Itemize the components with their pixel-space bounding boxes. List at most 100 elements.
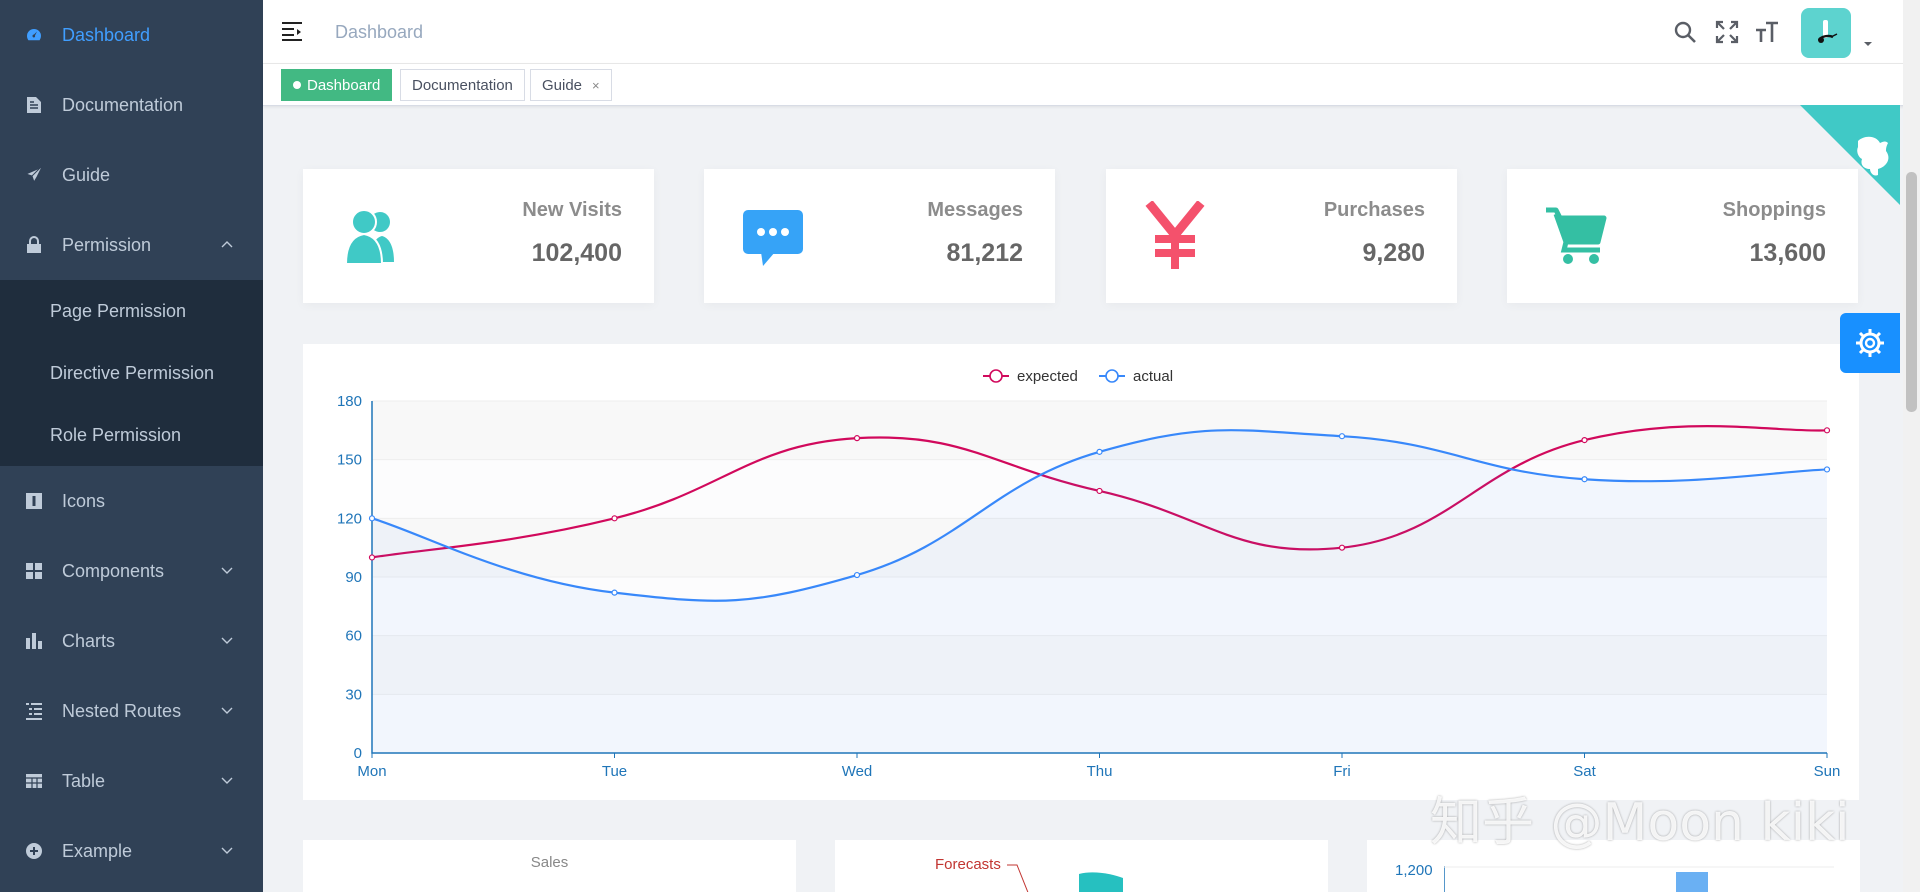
x-tick-label: Sat [1573,763,1596,780]
x-tick-label: Wed [842,763,873,780]
data-point-expected[interactable] [1581,437,1588,444]
caret-down-icon[interactable] [1862,40,1874,48]
sidebar-item-directive-permission[interactable]: Directive Permission [0,342,263,404]
guide-icon [24,165,44,185]
legend-item-expected[interactable]: expected [983,368,1078,385]
data-point-actual[interactable] [1096,448,1103,455]
tag-close-icon[interactable]: × [592,77,600,93]
watermark: 知乎 @Moon kiki [1430,793,1850,853]
y-tick-label: 90 [345,569,362,586]
sidebar-item-label: Components [62,560,165,581]
panel-shoppings[interactable]: Shoppings 13,600 [1507,169,1858,303]
data-point-expected[interactable] [853,435,861,442]
component-icon [24,561,44,581]
panel-title: Shoppings [1722,199,1826,221]
data-point-actual[interactable] [368,515,376,522]
sidebar-item-components[interactable]: Components [0,536,263,606]
lock-icon [24,235,44,255]
tag-guide[interactable]: Guide × [530,69,612,101]
sales-chart-title: Sales [530,854,569,871]
grid-band [372,694,1827,753]
navbar: Dashboard [263,0,1920,64]
data-point-actual[interactable] [611,589,618,596]
sidebar-item-label: Charts [62,630,116,651]
tags-view: Dashboard Documentation Guide × [263,64,1920,106]
forecast-label: Forecasts [935,856,1001,873]
sidebar-item-dashboard[interactable]: Dashboard [0,0,263,70]
chevron-down-icon [221,567,233,574]
fullscreen-icon[interactable] [1715,20,1739,44]
chevron-down-icon [221,777,233,784]
chevron-down-icon [221,847,233,854]
hamburger-icon[interactable] [281,20,303,42]
data-point-expected[interactable] [611,515,618,522]
scrollbar-thumb[interactable] [1906,172,1917,412]
chevron-down-icon [221,637,233,644]
sidebar-item-icons[interactable]: Icons [0,466,263,536]
sidebar: Dashboard Documentation Guide Permission… [0,0,263,892]
font-size-icon[interactable] [1755,20,1779,44]
settings-button[interactable] [1840,313,1900,373]
bar-chart-panel: 1,200 [1367,840,1860,892]
y-tick-label: 150 [337,452,362,469]
active-dot-icon [293,81,301,89]
x-tick-label: Mon [357,763,386,780]
sidebar-item-label: Table [62,770,106,791]
legend-item-actual[interactable]: actual [1099,368,1173,385]
series-area-actual [372,430,1827,753]
github-corner-icon[interactable] [1800,105,1900,205]
sidebar-item-table[interactable]: Table [0,746,263,816]
sidebar-item-label: Nested Routes [62,700,182,721]
svg-text:expected: expected [1017,368,1078,385]
data-point-expected[interactable] [368,554,376,561]
data-point-expected[interactable] [1823,427,1831,434]
data-point-actual[interactable] [1581,476,1588,483]
avatar[interactable] [1801,8,1851,58]
sidebar-item-permission[interactable]: Permission [0,210,263,280]
panel-value: 81,212 [946,239,1023,267]
y-tick-label: 180 [337,393,362,410]
grid-band [372,635,1827,695]
panel-new-visits[interactable]: New Visits 102,400 [303,169,654,303]
sidebar-item-label: Permission [62,234,152,255]
panel-value: 102,400 [531,239,622,267]
sidebar-item-page-permission[interactable]: Page Permission [0,280,263,342]
forecast-pie-slice [1007,864,1123,892]
panel-value: 9,280 [1362,239,1425,267]
scrollbar-track[interactable] [1903,0,1920,892]
panel-value: 13,600 [1749,239,1826,267]
sidebar-item-documentation[interactable]: Documentation [0,70,263,140]
panel-purchases[interactable]: Purchases 9,280 [1106,169,1457,303]
chevron-down-icon [221,707,233,714]
data-point-actual[interactable] [1338,433,1346,440]
data-point-expected[interactable] [1096,487,1103,495]
line-chart[interactable]: 0 30 60 90 120 150 180 Mon Tue Wed Thu Fri Sat Sun ex… [303,344,1859,800]
chevron-up-icon [221,241,233,248]
bar-chart-partial [1444,866,1834,892]
tag-dashboard[interactable]: Dashboard [281,69,393,101]
sidebar-item-label: Example [62,840,133,861]
sidebar-item-label: Dashboard [62,24,151,45]
tag-label: Dashboard [307,76,381,94]
data-point-expected[interactable] [1338,544,1346,551]
data-point-actual[interactable] [853,571,861,579]
tag-documentation[interactable]: Documentation [400,69,525,101]
sidebar-item-guide[interactable]: Guide [0,140,263,210]
y-tick-label: 30 [345,686,362,703]
sidebar-item-example[interactable]: Example [0,816,263,886]
svg-text:actual: actual [1133,368,1173,385]
y-tick-label: 0 [354,745,362,762]
sidebar-item-label: Documentation [62,94,184,115]
sidebar-item-role-permission[interactable]: Role Permission [0,404,263,466]
panel-messages[interactable]: Messages 81,212 [704,169,1055,303]
x-tick-label: Sun [1814,763,1841,780]
sidebar-item-nested-routes[interactable]: Nested Routes [0,676,263,746]
breadcrumb: Dashboard [335,22,424,42]
sidebar-item-charts[interactable]: Charts [0,606,263,676]
chart-icon [24,631,44,651]
sales-chart-panel: Sales [303,840,796,892]
search-icon[interactable] [1673,20,1697,44]
panel-title: New Visits [522,199,622,221]
tag-label: Guide [542,76,583,94]
data-point-actual[interactable] [1823,466,1831,473]
